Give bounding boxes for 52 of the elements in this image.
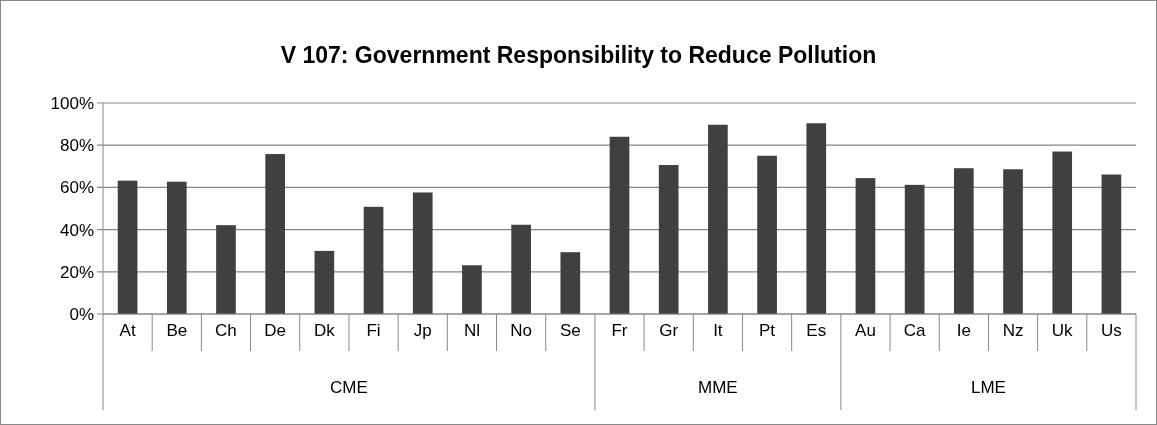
x-tick-label: Ie <box>956 321 971 340</box>
chart-title: V 107: Government Responsibility to Reduce Pollution <box>280 42 877 68</box>
x-tick-label: No <box>510 321 532 340</box>
text: CME <box>330 378 368 397</box>
x-tick-label: Us <box>1101 321 1122 340</box>
x-tick-label: Be <box>166 321 188 340</box>
bar <box>265 154 286 314</box>
x-tick-label: De <box>264 321 287 340</box>
x-tick-label: Uk <box>1051 321 1074 340</box>
text: MME <box>698 378 738 397</box>
x-tick-label: Dk <box>313 321 336 340</box>
x-tick-label: Se <box>559 321 581 340</box>
x-tick-label: At <box>119 321 136 340</box>
x-tick-label: Gr <box>659 321 679 340</box>
bar <box>1101 174 1122 314</box>
bar <box>708 124 728 314</box>
bar <box>216 225 236 314</box>
x-tick-label: Ca <box>903 321 927 340</box>
x-tick-label: Jp <box>413 321 432 340</box>
bar <box>609 136 630 314</box>
y-tick-label: 100% <box>50 93 94 113</box>
bar <box>166 181 187 314</box>
y-tick-label: 20% <box>59 262 94 282</box>
bar <box>954 168 974 314</box>
bar <box>462 265 482 314</box>
x-tick-label: It <box>713 321 723 340</box>
y-tick-label: 40% <box>59 220 94 240</box>
bar <box>1052 151 1073 314</box>
bar <box>314 250 335 314</box>
x-tick-label: Fi <box>366 321 381 340</box>
y-tick-label: 60% <box>59 178 94 198</box>
text: LME <box>970 378 1006 397</box>
x-tick-label: Ch <box>215 321 237 340</box>
x-tick-label: Pt <box>759 321 776 340</box>
x-tick-label: Au <box>855 321 876 340</box>
bar <box>658 165 679 314</box>
x-tick-label: Es <box>806 321 827 340</box>
bar <box>757 155 777 314</box>
bar <box>904 184 925 314</box>
bar <box>560 252 581 314</box>
bar <box>363 206 384 314</box>
bar <box>806 123 827 314</box>
x-tick-label: Fr <box>611 321 628 340</box>
y-tick-label: 80% <box>59 136 94 156</box>
bar <box>855 178 876 314</box>
y-tick-label: 0% <box>69 304 94 324</box>
bar <box>117 180 138 314</box>
bar <box>1003 169 1023 314</box>
bar <box>412 192 433 314</box>
x-tick-label: Nl <box>463 321 480 340</box>
x-tick-label: Nz <box>1002 321 1024 340</box>
bar <box>511 224 531 314</box>
